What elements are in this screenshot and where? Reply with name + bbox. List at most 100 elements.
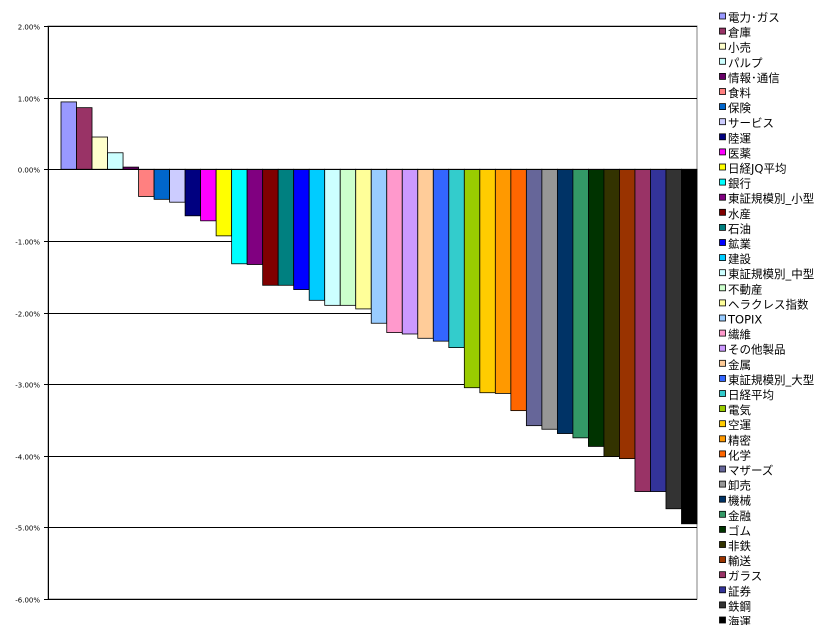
legend-swatch <box>719 374 726 382</box>
bar-21 <box>370 168 388 324</box>
bar-38 <box>634 168 651 492</box>
legend-label: 化学 <box>728 448 751 462</box>
bar-4 <box>107 152 124 170</box>
y-tick-label: 1.00% <box>18 96 41 104</box>
bar-30 <box>510 168 527 412</box>
legend-label: 銀行 <box>728 177 751 191</box>
legend-label: 輸送 <box>728 554 751 568</box>
legend-swatch <box>719 208 726 216</box>
legend-swatch <box>719 465 726 473</box>
legend-swatch <box>719 118 726 126</box>
legend-label: 機械 <box>728 494 751 508</box>
bar-2 <box>76 107 93 170</box>
legend-label: 海運 <box>728 615 751 625</box>
legend-swatch <box>719 12 726 20</box>
legend-label: ガラス <box>728 569 762 583</box>
legend-swatch <box>719 359 726 367</box>
legend-label: 日経平均 <box>728 388 774 402</box>
legend-label: パルプ <box>728 56 763 70</box>
legend-swatch <box>719 27 726 35</box>
bar-6 <box>138 168 155 197</box>
legend-label: 繊維 <box>728 328 751 342</box>
bar-20 <box>355 168 372 310</box>
legend-swatch <box>719 420 726 428</box>
bar-39 <box>650 168 667 492</box>
bar-17 <box>308 168 326 301</box>
legend-label: TOPIX <box>727 313 762 327</box>
bar-29 <box>494 168 512 394</box>
legend-swatch <box>719 133 726 141</box>
legend-label: 電力･ガス <box>728 11 780 25</box>
legend-label: 保険 <box>728 101 751 115</box>
legend-swatch <box>719 314 726 322</box>
bar-18 <box>324 168 341 306</box>
legend-swatch <box>719 390 726 397</box>
legend-swatch <box>719 450 726 458</box>
legend-label: マザーズ <box>728 464 773 478</box>
legend-label: 情報･通信 <box>728 71 780 85</box>
bar-33 <box>556 168 574 434</box>
legend-label: 石油 <box>728 222 751 236</box>
legend-swatch <box>719 495 726 503</box>
legend-swatch <box>719 103 726 110</box>
bar-27 <box>463 168 481 389</box>
legend-swatch <box>719 88 726 95</box>
legend-swatch <box>719 344 726 352</box>
bar-24 <box>417 168 434 339</box>
legend-label: 非鉄 <box>728 539 751 553</box>
y-tick-label: -1.00% <box>15 239 40 247</box>
bar-35 <box>588 168 605 447</box>
legend-label: 建設 <box>728 252 751 266</box>
bar-19 <box>339 168 357 306</box>
legend-swatch <box>719 254 726 262</box>
legend-label: 東証規模別_中型 <box>728 267 814 281</box>
y-tick-label: -5.00% <box>15 525 40 533</box>
legend-label: 東証規模別_大型 <box>728 373 814 387</box>
bar-1 <box>60 101 77 170</box>
bar-15 <box>277 168 295 286</box>
legend-label: 医薬 <box>728 146 751 160</box>
bar-16 <box>293 168 310 290</box>
legend-swatch <box>719 223 726 231</box>
legend-label: その他製品 <box>728 343 786 357</box>
legend-label: 倉庫 <box>728 26 751 40</box>
bar-23 <box>401 168 419 335</box>
bar-13 <box>246 168 264 265</box>
legend-label: 水産 <box>728 207 751 221</box>
legend-swatch <box>719 73 726 80</box>
bar-32 <box>541 168 558 430</box>
bar-22 <box>386 168 403 333</box>
legend-label: 不動産 <box>728 282 763 296</box>
bar-10 <box>200 168 217 222</box>
y-tick-label: 2.00% <box>18 24 41 32</box>
legend-swatch <box>719 480 726 488</box>
legend-label: 食料 <box>728 86 751 100</box>
legend-swatch <box>719 284 726 292</box>
legend-swatch <box>719 299 726 307</box>
legend-swatch <box>719 526 726 533</box>
bar-25 <box>432 168 450 342</box>
legend-label: 小売 <box>728 41 751 55</box>
legend-swatch <box>719 616 726 624</box>
legend-swatch <box>719 178 726 186</box>
legend-swatch <box>719 510 726 518</box>
legend-label: 精密 <box>728 433 751 447</box>
bar-12 <box>231 168 248 265</box>
legend-swatch <box>719 541 726 548</box>
y-tick-label: -4.00% <box>15 454 40 462</box>
bar-41 <box>681 168 698 525</box>
legend-label: 卸売 <box>728 479 751 493</box>
bar-34 <box>572 168 589 439</box>
legend-label: 鉱業 <box>728 237 751 251</box>
legend-swatch <box>719 148 726 156</box>
legend-swatch <box>719 57 726 65</box>
legend: 電力･ガス倉庫小売パルプ情報･通信食料保険サービス陸運医薬日経JQ平均銀行東証規… <box>719 11 814 625</box>
legend-label: 日経JQ平均 <box>728 162 786 176</box>
legend-label: 証券 <box>728 584 751 598</box>
bar-36 <box>603 168 620 457</box>
bar-3 <box>91 136 108 170</box>
bar-31 <box>525 168 543 427</box>
legend-swatch <box>719 163 726 171</box>
bar-40 <box>665 168 682 510</box>
